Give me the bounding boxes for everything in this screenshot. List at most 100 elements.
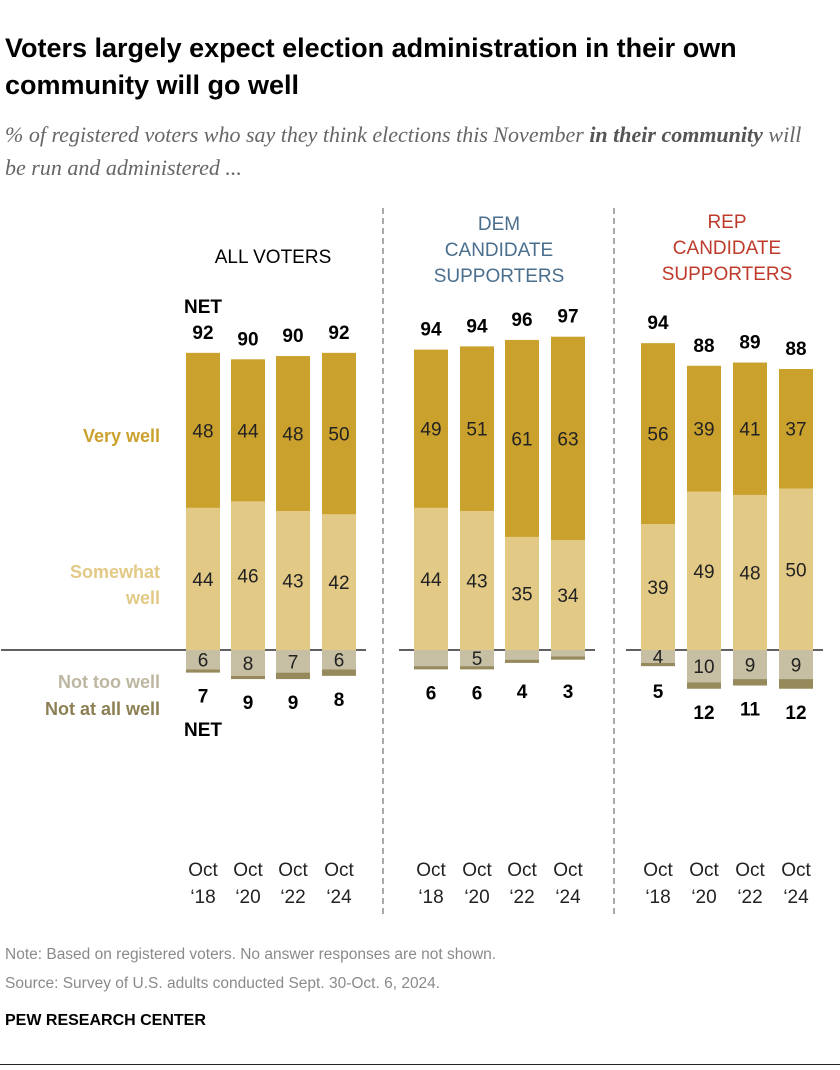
- bar-not-at-all-well: [641, 662, 675, 667]
- bar-very-well: [687, 365, 721, 492]
- bar-very-well: [322, 352, 356, 515]
- net-negative-label: 6: [472, 683, 483, 704]
- net-positive-label: 90: [282, 326, 303, 347]
- label-not-too-well: 10: [693, 657, 714, 678]
- bar-very-well: [276, 356, 310, 512]
- label-somewhat-well: 34: [557, 586, 579, 607]
- bar-very-well: [231, 359, 265, 502]
- note: Note: Based on registered voters. No ans…: [5, 946, 497, 963]
- bar-not-at-all-well: [276, 672, 310, 680]
- label-somewhat-well: 39: [647, 578, 668, 599]
- net-negative-label: 11: [740, 700, 761, 721]
- chart-subtitle: % of registered voters who say they thin…: [5, 118, 825, 184]
- bar-not-at-all-well: [414, 666, 448, 670]
- bar-very-well: [733, 362, 767, 495]
- net-negative-label: 9: [288, 693, 299, 714]
- net-positive-label: 89: [739, 333, 760, 354]
- label-somewhat-well: 35: [511, 584, 532, 605]
- panel-title: CANDIDATE: [673, 238, 781, 259]
- bar-somewhat-well: [779, 488, 813, 650]
- bar-somewhat-well: [460, 511, 494, 650]
- label-somewhat-well: 48: [739, 563, 760, 584]
- label-somewhat-well: 42: [328, 573, 349, 594]
- legend-somewhat-well: Somewhat well: [69, 562, 160, 608]
- x-tick-month: Oct: [735, 860, 765, 881]
- legend-very-well: Very well: [82, 426, 160, 446]
- bar-not-too-well: [779, 650, 813, 680]
- bottom-rule: [0, 1064, 840, 1065]
- label-somewhat-well: 50: [785, 560, 806, 581]
- x-tick-month: Oct: [188, 860, 218, 881]
- legend-not-too-well: Not too well: [58, 672, 160, 692]
- bar-not-too-well: [414, 650, 448, 667]
- label-somewhat-well: 43: [282, 572, 303, 593]
- net-positive-label: 90: [237, 329, 258, 350]
- bar-very-well: [641, 343, 675, 525]
- panel-title: REP: [707, 212, 746, 233]
- net-positive-label: 94: [420, 320, 442, 341]
- net-negative-label: 6: [426, 683, 437, 704]
- bar-somewhat-well: [687, 491, 721, 650]
- net-positive-label: 97: [557, 307, 578, 328]
- bar-not-at-all-well: [186, 669, 220, 673]
- x-tick-month: Oct: [324, 860, 354, 881]
- label-very-well: 51: [466, 420, 487, 441]
- brand-logo: PEW RESEARCH CENTER: [5, 1012, 206, 1029]
- bar-not-too-well: [733, 650, 767, 680]
- net-negative-label: 4: [517, 682, 528, 703]
- bar-very-well: [460, 346, 494, 512]
- bar-somewhat-well: [276, 511, 310, 650]
- x-tick-year: ‘22: [280, 887, 305, 908]
- panel-title: SUPPORTERS: [434, 266, 565, 287]
- x-tick-month: Oct: [553, 860, 583, 881]
- net-positive-label: 92: [328, 323, 349, 344]
- bar-not-at-all-well: [779, 679, 813, 689]
- bar-very-well: [186, 352, 220, 508]
- bar-not-at-all-well: [231, 675, 265, 680]
- bar-somewhat-well: [641, 524, 675, 650]
- bar-somewhat-well: [505, 536, 539, 650]
- x-tick-year: ‘18: [645, 887, 670, 908]
- bar-not-too-well: [641, 650, 675, 663]
- x-tick-month: Oct: [781, 860, 811, 881]
- legend-not-at-all-well: Not at all well: [44, 699, 160, 719]
- net-label: NET: [184, 720, 222, 741]
- x-tick-year: ‘24: [326, 887, 352, 908]
- label-not-too-well: 7: [288, 652, 299, 673]
- label-very-well: 56: [647, 425, 668, 446]
- label-very-well: 63: [557, 429, 578, 450]
- bar-not-too-well: [322, 650, 356, 670]
- net-positive-label: 88: [693, 336, 714, 357]
- net-negative-label: 5: [653, 682, 664, 703]
- net-positive-label: 94: [466, 316, 488, 337]
- net-negative-label: 12: [693, 703, 714, 724]
- net-negative-label: 12: [785, 703, 806, 724]
- source: Source: Survey of U.S. adults conducted …: [5, 975, 441, 992]
- label-very-well: 48: [192, 421, 213, 442]
- x-tick-year: ‘20: [235, 887, 260, 908]
- subtitle-text-end: will be run and administered ...: [5, 122, 802, 180]
- label-very-well: 39: [693, 420, 714, 441]
- label-not-too-well: 6: [198, 651, 209, 672]
- label-somewhat-well: 44: [420, 570, 442, 591]
- label-not-too-well: 5: [472, 649, 483, 670]
- bar-not-at-all-well: [460, 666, 494, 670]
- label-very-well: 44: [237, 421, 259, 442]
- bar-very-well: [779, 368, 813, 489]
- bar-not-at-all-well: [551, 656, 585, 660]
- x-tick-year: ‘24: [783, 887, 809, 908]
- x-tick-year: ‘22: [737, 887, 762, 908]
- x-tick-month: Oct: [643, 860, 673, 881]
- label-not-too-well: 4: [653, 647, 664, 668]
- bar-not-too-well: [231, 650, 265, 676]
- net-positive-label: 96: [511, 310, 532, 331]
- label-very-well: 37: [785, 420, 806, 441]
- bar-somewhat-well: [322, 514, 356, 650]
- bar-not-at-all-well: [687, 682, 721, 689]
- x-tick-month: Oct: [507, 860, 537, 881]
- net-negative-label: 3: [563, 682, 574, 703]
- x-tick-year: ‘18: [190, 887, 215, 908]
- panel-title: CANDIDATE: [445, 240, 553, 261]
- net-positive-label: 88: [785, 339, 806, 360]
- label-somewhat-well: 49: [693, 562, 714, 583]
